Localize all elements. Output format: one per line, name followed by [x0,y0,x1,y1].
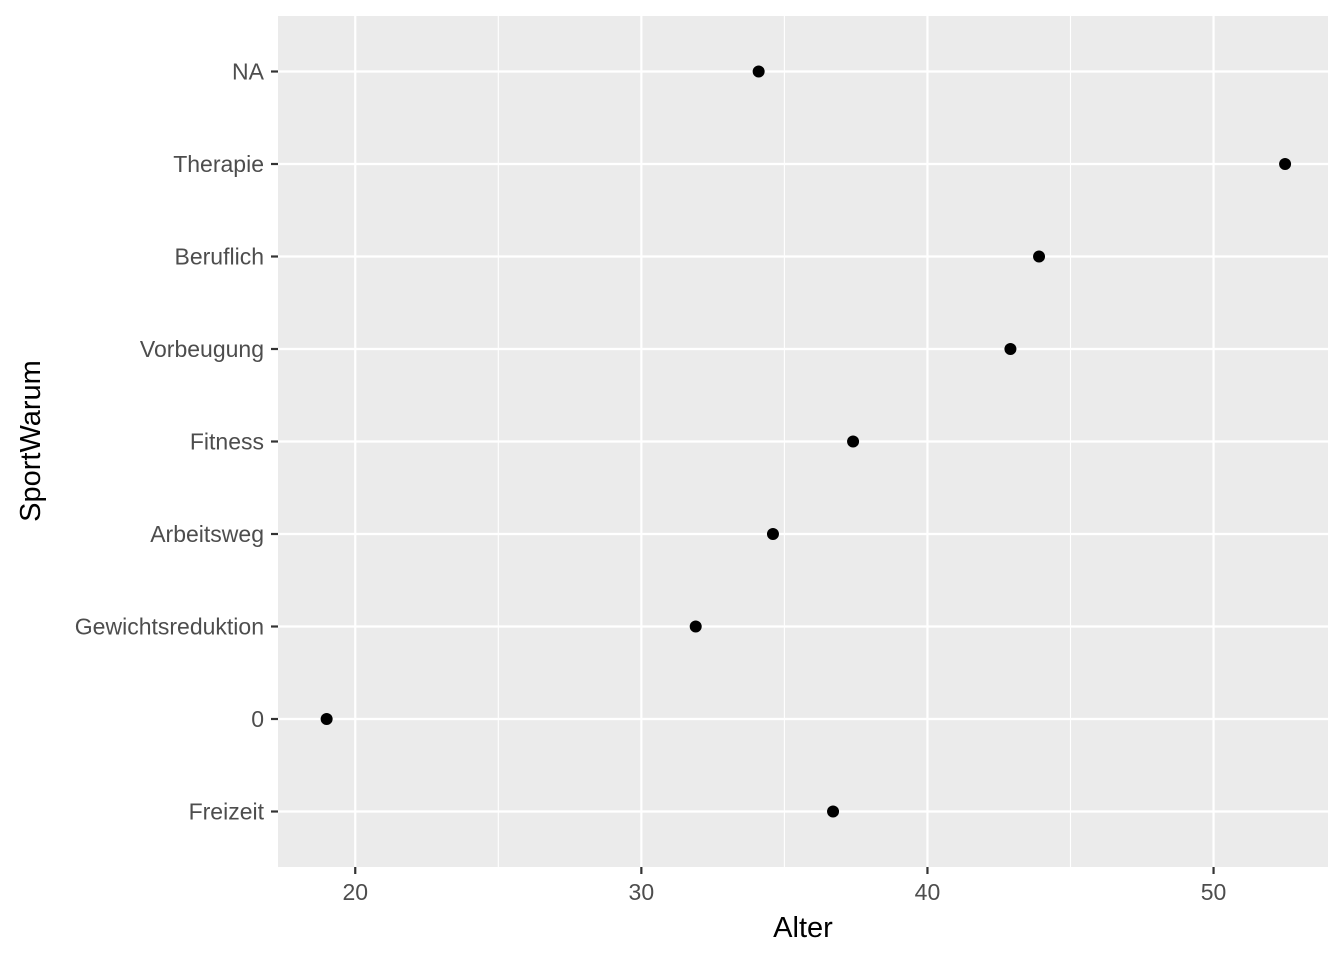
data-point [1279,158,1292,170]
y-tick-label: Freizeit [189,799,265,825]
data-point [766,528,779,540]
y-axis-title: SportWarum [15,360,47,522]
y-tick-label: NA [232,59,265,85]
y-tick-label: Arbeitsweg [150,521,264,547]
x-axis: 20 30 40 50 [342,867,1226,905]
y-tick-label: Beruflich [175,244,264,270]
y-tick-label: Therapie [173,151,264,177]
data-point [689,620,702,633]
x-axis-title: Alter [773,912,833,944]
major-gridlines [278,16,1328,867]
data-point [847,435,860,448]
data-point [320,713,333,725]
data-point [827,805,840,818]
x-tick-label: 40 [915,879,941,905]
x-tick-label: 20 [342,879,368,905]
data-points [320,65,1292,818]
data-point [1004,343,1017,355]
data-point [1033,250,1046,263]
y-tick-label: 0 [251,706,264,732]
y-tick-label: Gewichtsreduktion [75,614,264,640]
y-axis: Freizeit 0 Gewichtsreduktion Arbeitsweg Fitn… [75,59,278,825]
y-tick-label: Vorbeugung [140,336,264,362]
y-tick-label: Fitness [190,429,264,455]
data-point [752,65,765,78]
x-tick-label: 50 [1201,879,1227,905]
x-tick-label: 30 [629,879,655,905]
